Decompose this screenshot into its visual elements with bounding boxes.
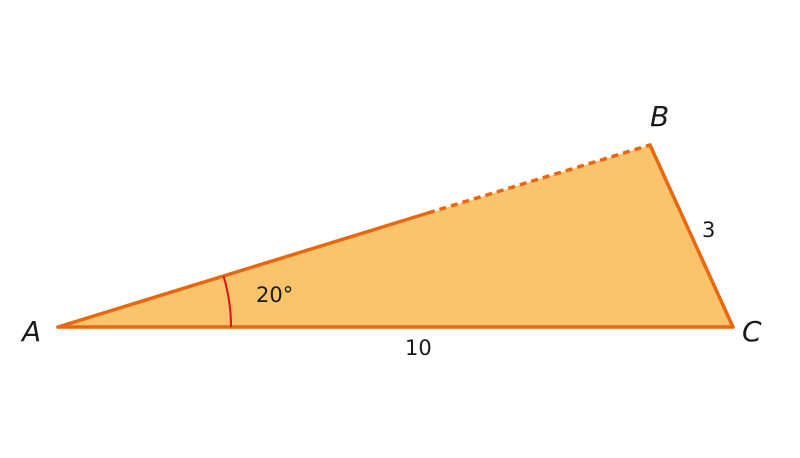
side-ab-dashed — [427, 143, 651, 215]
side-bc — [648, 143, 735, 329]
side-label-bc: 3 — [702, 218, 715, 242]
vertex-label-c: C — [742, 315, 762, 348]
triangle-fill — [58, 145, 733, 327]
vertex-label-b: B — [650, 100, 669, 133]
side-label-ac: 10 — [405, 336, 432, 360]
angle-label-a: 20° — [256, 283, 293, 307]
vertex-label-a: A — [20, 315, 41, 348]
angle-arc-a — [222, 275, 233, 328]
side-ab-solid — [56, 211, 430, 329]
